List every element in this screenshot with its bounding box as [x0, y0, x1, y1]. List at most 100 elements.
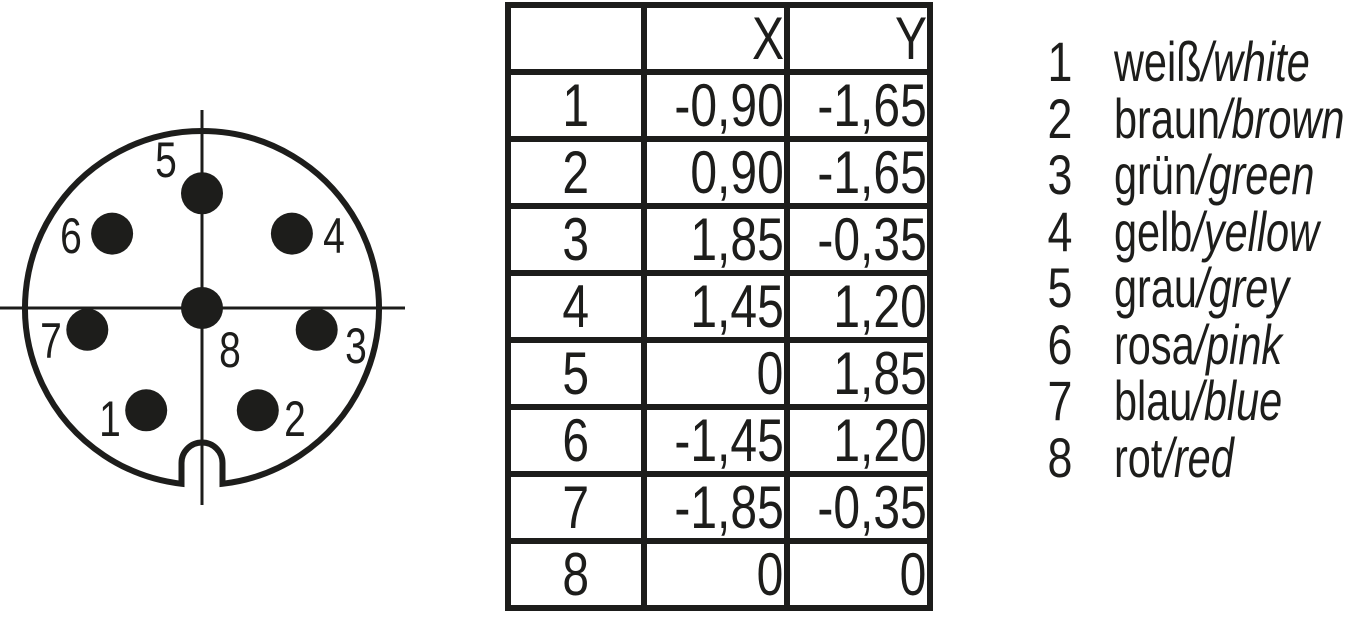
pin-number: 4	[562, 273, 590, 340]
color-name-german: blau	[1114, 369, 1193, 433]
x-column-header: X	[641, 2, 790, 75]
pin-contact-7	[66, 308, 109, 351]
pin-x-value: -0,90	[674, 72, 784, 139]
pin-x-cell: -0,90	[641, 69, 790, 142]
pin-x-value: 0,90	[690, 139, 784, 206]
pin-y-value: -0,35	[817, 474, 927, 541]
pin-x-value: 0	[757, 340, 784, 407]
pin-y-value: -1,65	[817, 139, 927, 206]
color-name-german: rot	[1114, 425, 1163, 489]
pin-y-value: 1,85	[833, 340, 927, 407]
pin-y-cell: 0	[783, 538, 933, 611]
color-name-english: green	[1208, 143, 1315, 207]
legend-pin-number: 8	[1047, 425, 1073, 489]
pin-number-cell: 6	[505, 404, 647, 477]
color-name-german: rosa	[1114, 312, 1195, 376]
y-header-label: Y	[894, 5, 927, 72]
pin-y-value: 0	[899, 541, 927, 608]
legend-pin-number: 2	[1047, 86, 1073, 150]
color-name-english: white	[1213, 30, 1310, 94]
pin-contact-4	[270, 212, 313, 255]
language-separator: /	[1192, 369, 1204, 433]
legend-item-5: 5 grau/grey	[1038, 260, 1350, 317]
legend-pin-number: 7	[1047, 369, 1073, 433]
pin-x-value: 1,45	[690, 273, 784, 340]
pin-number: 6	[562, 407, 590, 474]
pin-number: 2	[562, 139, 590, 206]
legend-color-label: blau/blue	[1114, 373, 1282, 429]
pin-label-4: 4	[323, 207, 345, 264]
pin-x-value: 1,85	[690, 206, 784, 273]
pin-x-value: 0	[757, 541, 784, 608]
color-name-english: blue	[1203, 369, 1283, 433]
language-separator: /	[1194, 312, 1207, 376]
pin-number: 5	[562, 340, 590, 407]
legend-color-label: grau/grey	[1114, 260, 1289, 316]
color-name-english: grey	[1208, 256, 1290, 320]
pin-label-7: 7	[40, 312, 62, 369]
language-separator: /	[1162, 425, 1174, 489]
pin-number-cell: 3	[505, 203, 647, 276]
pin-contact-8	[181, 287, 223, 329]
table-row-pin-7: 7 -1,85 -0,35	[505, 471, 933, 544]
table-header-row: X Y	[505, 2, 933, 75]
color-name-german: braun	[1114, 86, 1220, 150]
pin-y-value: 1,20	[833, 407, 927, 474]
y-column-header: Y	[783, 2, 933, 75]
legend-item-6: 6 rosa/pink	[1038, 312, 1350, 376]
legend-pin-number: 1	[1047, 30, 1073, 94]
pin-label-3: 3	[345, 317, 367, 374]
legend-color-label: gelb/yellow	[1114, 203, 1319, 260]
table-row-pin-2: 2 0,90 -1,65	[505, 136, 933, 209]
legend-pin-number: 6	[1047, 312, 1073, 376]
wire-color-legend: 1 weiß/white 2 braun/brown 3 grün/green …	[1038, 34, 1350, 486]
pin-label-6: 6	[60, 207, 82, 264]
pin-number: 1	[562, 72, 590, 139]
pin-contact-6	[91, 212, 134, 255]
color-name-german: gelb	[1114, 199, 1193, 263]
legend-item-1: 1 weiß/white	[1038, 34, 1350, 91]
pin-number-cell: 4	[505, 270, 647, 343]
language-separator: /	[1196, 143, 1209, 207]
pin-x-cell: 0	[641, 337, 790, 410]
x-header-label: X	[751, 5, 784, 72]
color-name-english: red	[1173, 425, 1234, 489]
color-name-english: pink	[1206, 312, 1283, 376]
pin-x-cell: -1,45	[641, 404, 790, 477]
table-corner-cell	[505, 2, 647, 75]
legend-pin-number: 4	[1047, 199, 1073, 263]
language-separator: /	[1219, 86, 1232, 150]
pin-y-cell: -0,35	[783, 471, 933, 544]
pin-x-cell: 1,85	[641, 203, 790, 276]
pin-coordinates-table: X Y 1 -0,90 -1,65 2 0,90 -1,65 3 1,85 -0…	[505, 2, 933, 611]
color-name-english: yellow	[1203, 199, 1320, 263]
pin-y-cell: -1,65	[783, 69, 933, 142]
pin-contact-3	[295, 308, 338, 351]
pin-y-cell: -0,35	[783, 203, 933, 276]
pin-label-2: 2	[284, 390, 306, 447]
pin-y-cell: 1,20	[783, 270, 933, 343]
pin-x-cell: 0	[641, 538, 790, 611]
table-row-pin-1: 1 -0,90 -1,65	[505, 69, 933, 142]
color-name-german: grau	[1114, 256, 1197, 320]
pin-label-8: 8	[219, 321, 241, 378]
language-separator: /	[1192, 199, 1204, 263]
legend-color-label: grün/green	[1114, 147, 1314, 203]
pin-y-value: -1,65	[817, 72, 927, 139]
connector-drawing: 1 234 5 6 7 8	[0, 110, 405, 505]
legend-pin-number: 5	[1047, 256, 1073, 320]
pin-x-cell: -1,85	[641, 471, 790, 544]
language-separator: /	[1201, 30, 1214, 94]
pin-number-cell: 1	[505, 69, 647, 142]
legend-color-label: braun/brown	[1114, 90, 1344, 147]
connector-outline-with-keyway	[22, 128, 382, 488]
pin-x-value: -1,45	[674, 407, 784, 474]
legend-item-8: 8 rot/red	[1038, 425, 1350, 489]
pin-number-cell: 5	[505, 337, 647, 410]
legend-pin-number: 3	[1047, 143, 1073, 207]
pin-number: 3	[562, 206, 590, 273]
pin-number-cell: 7	[505, 471, 647, 544]
legend-color-label: rosa/pink	[1114, 316, 1282, 373]
legend-color-label: rot/red	[1114, 429, 1234, 486]
